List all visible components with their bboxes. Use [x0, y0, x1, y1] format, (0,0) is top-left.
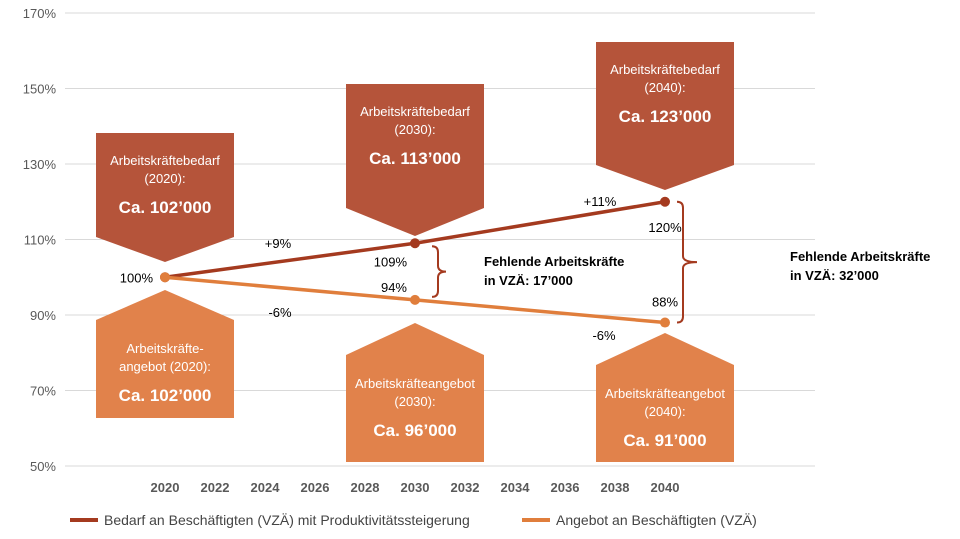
x-tick-label: 2028	[351, 480, 380, 495]
data-point-supply	[160, 272, 170, 283]
x-tick-label: 2024	[251, 480, 281, 495]
y-tick-label: 90%	[30, 308, 56, 323]
callout-demand-2030	[346, 84, 484, 236]
callout-supply-label: Arbeitskräfteangebot	[605, 386, 725, 401]
data-point-supply	[410, 294, 420, 305]
callout-demand-value: Ca. 123’000	[619, 107, 712, 126]
data-point-demand	[410, 238, 420, 249]
callout-supply-2040	[596, 333, 734, 462]
y-tick-label: 50%	[30, 459, 56, 474]
legend-label-supply: Angebot an Beschäftigten (VZÄ)	[556, 512, 757, 528]
legend-item-supply: Angebot an Beschäftigten (VZÄ)	[522, 512, 757, 528]
callout-supply-2030	[346, 323, 484, 462]
callout-supply-value: Ca. 96’000	[373, 421, 456, 440]
data-label: 94%	[381, 280, 407, 295]
growth-label: -6%	[592, 328, 616, 343]
data-point-demand	[660, 196, 670, 207]
data-label: 100%	[120, 270, 154, 285]
gap-annotation-2040: in VZÄ: 32’000	[790, 268, 879, 283]
y-tick-label: 110%	[24, 233, 57, 248]
x-tick-label: 2026	[301, 480, 330, 495]
callout-demand-label: Arbeitskräftebedarf	[360, 104, 470, 119]
y-tick-label: 130%	[23, 157, 57, 172]
y-tick-label: 70%	[30, 384, 56, 399]
callout-supply-value: Ca. 91’000	[623, 431, 706, 450]
callout-supply-label: Arbeitskräfteangebot	[355, 376, 475, 391]
callout-demand-year: (2040):	[644, 80, 685, 95]
callout-demand-value: Ca. 113’000	[369, 149, 461, 168]
callout-supply-year: (2030):	[394, 394, 435, 409]
data-label: 120%	[648, 220, 682, 235]
callout-supply-value: Ca. 102’000	[119, 386, 212, 405]
callout-supply-2020	[96, 290, 234, 418]
gap-annotation-2030: Fehlende Arbeitskräfte	[484, 254, 624, 269]
data-point-supply	[660, 317, 670, 328]
callout-demand-label: Arbeitskräftebedarf	[110, 153, 220, 168]
growth-label: -6%	[268, 305, 292, 320]
callout-demand-2020	[96, 133, 234, 262]
x-tick-label: 2040	[651, 480, 680, 495]
legend-swatch-demand	[70, 518, 98, 522]
gap-bracket	[676, 200, 698, 324]
growth-label: +11%	[584, 194, 617, 209]
x-tick-label: 2036	[551, 480, 580, 495]
x-tick-label: 2032	[451, 480, 480, 495]
x-tick-label: 2020	[151, 480, 180, 495]
y-tick-label: 170%	[23, 6, 57, 21]
legend: Bedarf an Beschäftigten (VZÄ) mit Produk…	[0, 512, 960, 534]
callout-supply-label: Arbeitskräfte-	[126, 341, 203, 356]
x-tick-label: 2038	[601, 480, 630, 495]
gap-annotation-2030: in VZÄ: 17’000	[484, 273, 573, 288]
x-tick-label: 2022	[201, 480, 230, 495]
callout-demand-value: Ca. 102’000	[119, 198, 212, 217]
callout-demand-year: (2020):	[144, 171, 185, 186]
callout-demand-label: Arbeitskräftebedarf	[610, 62, 720, 77]
x-tick-label: 2030	[401, 480, 430, 495]
legend-label-demand: Bedarf an Beschäftigten (VZÄ) mit Produk…	[104, 512, 470, 528]
callout-demand-year: (2030):	[394, 122, 435, 137]
gap-bracket	[431, 245, 447, 298]
data-label: 88%	[652, 295, 678, 310]
callout-supply-year: (2040):	[644, 404, 685, 419]
gap-annotation-2040: Fehlende Arbeitskräfte	[790, 249, 930, 264]
y-tick-label: 150%	[23, 82, 57, 97]
growth-label: +9%	[265, 236, 292, 251]
legend-item-demand: Bedarf an Beschäftigten (VZÄ) mit Produk…	[70, 512, 470, 528]
callout-demand-2040	[596, 42, 734, 190]
x-tick-label: 2034	[501, 480, 531, 495]
callout-supply-year: angebot (2020):	[119, 359, 211, 374]
legend-swatch-supply	[522, 518, 550, 522]
data-label: 109%	[374, 254, 408, 269]
